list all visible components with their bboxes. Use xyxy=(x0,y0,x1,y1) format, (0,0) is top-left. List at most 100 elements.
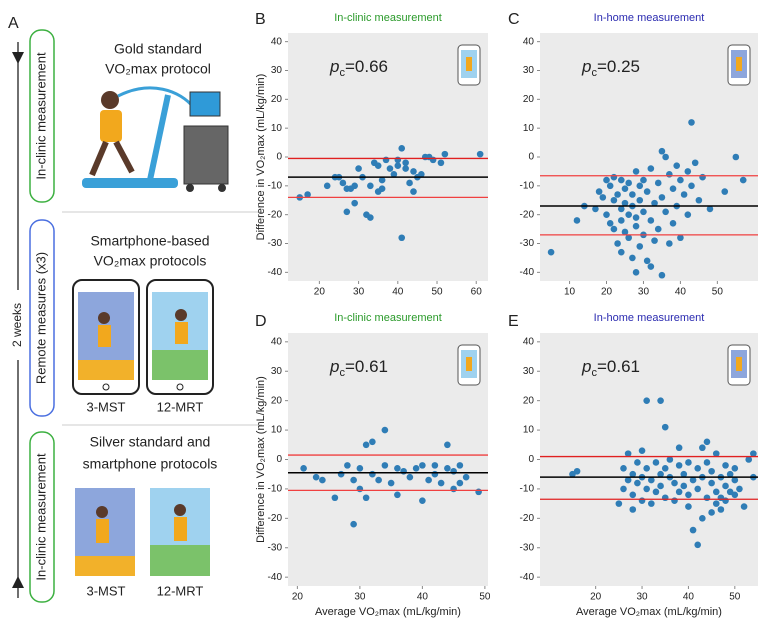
data-point xyxy=(736,485,743,493)
data-point xyxy=(629,491,637,499)
annotation-symbol: p xyxy=(581,357,591,376)
data-point xyxy=(712,450,720,457)
y-tick-label: 30 xyxy=(271,366,283,377)
data-point xyxy=(319,476,326,484)
plot-area xyxy=(288,33,488,281)
y-tick-label: 30 xyxy=(271,65,283,76)
data-point xyxy=(666,171,673,178)
data-point xyxy=(441,150,449,158)
data-point xyxy=(614,191,621,198)
data-point xyxy=(712,488,720,496)
annotation-symbol: p xyxy=(329,57,339,76)
data-point xyxy=(398,145,406,152)
data-point xyxy=(621,228,629,236)
data-point xyxy=(731,491,739,499)
data-point xyxy=(675,462,683,469)
data-point xyxy=(369,470,376,478)
data-point xyxy=(699,515,706,522)
data-point xyxy=(669,220,677,227)
panel-label: C xyxy=(508,11,520,28)
y-tick-label: -10 xyxy=(520,484,535,495)
data-point xyxy=(632,168,640,175)
data-point xyxy=(595,188,603,195)
data-point xyxy=(304,191,311,198)
x-tick-label: 20 xyxy=(590,592,602,603)
plot-area xyxy=(288,333,488,586)
x-tick-label: 40 xyxy=(417,592,429,603)
data-point xyxy=(638,447,646,454)
y-tick-label: 20 xyxy=(523,94,535,105)
data-point xyxy=(638,497,646,504)
phase-box xyxy=(29,29,55,203)
phase-label: In-clinic measurement xyxy=(33,52,48,180)
data-point xyxy=(350,520,357,528)
protocol-illustration xyxy=(75,488,210,576)
data-point xyxy=(699,444,706,452)
data-point xyxy=(689,526,697,534)
data-point xyxy=(621,185,629,193)
data-point xyxy=(603,211,610,218)
data-point xyxy=(402,159,409,167)
x-tick-label: 30 xyxy=(353,287,365,298)
data-point xyxy=(362,441,370,449)
data-point xyxy=(675,488,683,496)
data-point xyxy=(722,497,729,504)
x-tick-label: 30 xyxy=(636,592,648,603)
data-point xyxy=(648,500,655,507)
data-point xyxy=(431,470,439,478)
data-point xyxy=(547,248,555,256)
data-point xyxy=(617,217,625,224)
data-point xyxy=(658,194,666,201)
data-point xyxy=(640,208,647,216)
section-title: smartphone protocols xyxy=(83,456,218,472)
annotation-value: =0.66 xyxy=(345,57,388,76)
data-point xyxy=(573,217,581,224)
data-point xyxy=(680,191,688,198)
data-point xyxy=(419,497,426,504)
data-point xyxy=(617,248,625,256)
data-point xyxy=(356,485,364,493)
data-point xyxy=(381,426,389,434)
data-point xyxy=(648,476,655,484)
x-tick-label: 20 xyxy=(601,287,613,298)
data-point xyxy=(620,465,627,472)
data-point xyxy=(444,465,451,472)
data-point xyxy=(684,211,692,218)
annotation-symbol: p xyxy=(581,57,591,76)
data-point xyxy=(337,470,345,478)
data-point xyxy=(369,438,376,446)
data-point xyxy=(573,467,581,475)
data-point xyxy=(599,194,607,201)
caption: 12-MRT xyxy=(157,583,204,598)
data-point xyxy=(610,196,618,204)
data-point xyxy=(671,479,678,487)
data-point xyxy=(476,150,484,158)
data-point xyxy=(731,465,739,472)
data-point xyxy=(703,459,711,466)
phase-box xyxy=(29,431,55,603)
x-tick-label: 20 xyxy=(314,287,326,298)
data-point xyxy=(625,179,632,187)
data-point xyxy=(699,173,706,181)
phone-illustration xyxy=(72,279,214,395)
annotation-subscript: c xyxy=(339,367,345,379)
data-point xyxy=(652,488,660,496)
data-point xyxy=(685,503,692,510)
y-tick-label: 0 xyxy=(528,152,534,163)
data-point xyxy=(657,482,664,490)
data-point xyxy=(374,162,382,169)
section-title: VO₂max protocols xyxy=(94,253,207,269)
data-point xyxy=(355,165,362,172)
data-point xyxy=(651,237,658,244)
y-axis-label: Difference in VO₂max (mL/kg/min) xyxy=(255,376,267,543)
data-point xyxy=(652,459,660,466)
panel-label: A xyxy=(8,15,19,32)
data-point xyxy=(666,456,674,463)
data-point xyxy=(706,205,714,213)
annotation-symbol: p xyxy=(329,357,339,376)
data-point xyxy=(685,459,692,466)
data-point xyxy=(629,254,636,262)
data-point xyxy=(629,470,637,478)
data-point xyxy=(680,482,688,490)
